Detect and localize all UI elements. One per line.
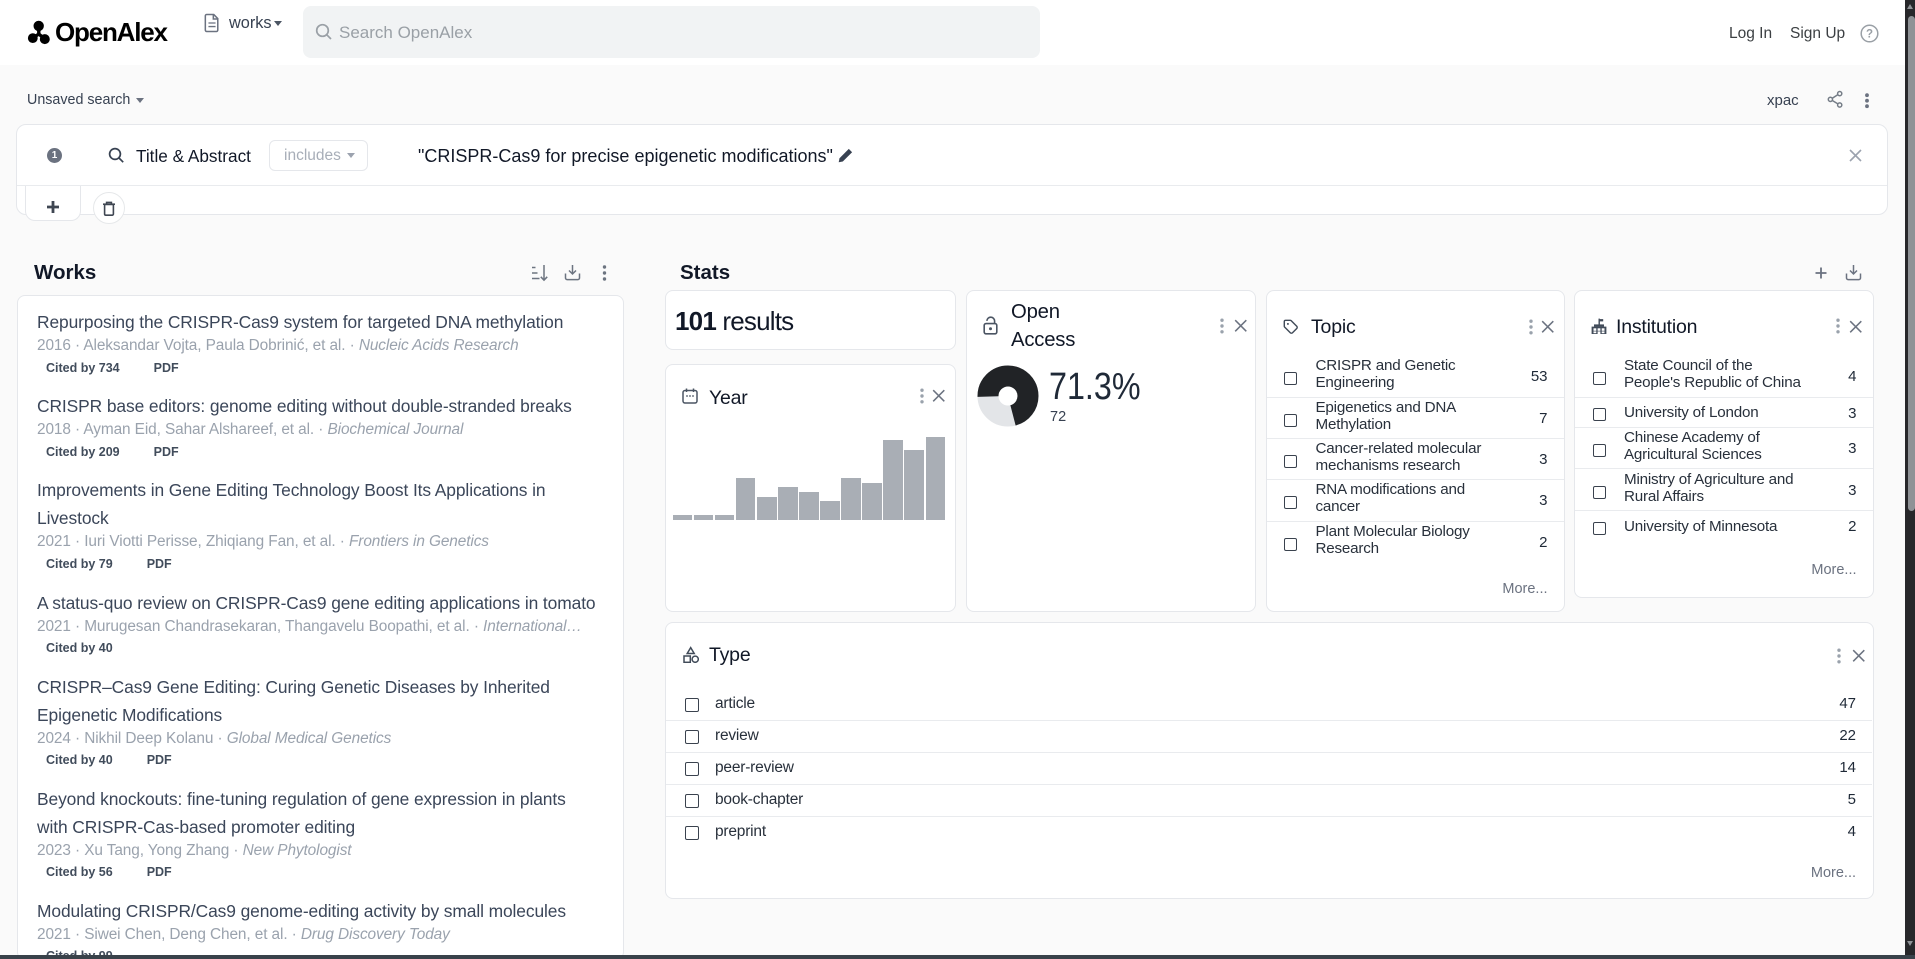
svg-text:?: ? <box>1866 29 1873 41</box>
